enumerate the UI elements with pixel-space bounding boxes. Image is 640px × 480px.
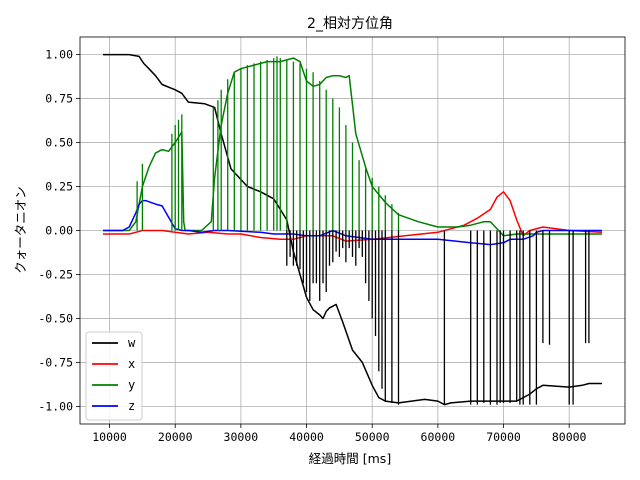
series-spikes-w bbox=[286, 230, 590, 405]
series-line-y bbox=[103, 57, 602, 237]
y-tick-label: -0.25 bbox=[38, 267, 73, 281]
x-axis-title: 経過時間 [ms] bbox=[309, 451, 391, 466]
x-tick-label: 10000 bbox=[92, 430, 127, 444]
x-tick-label: 20000 bbox=[158, 430, 193, 444]
legend-label-w: w bbox=[128, 336, 136, 350]
y-tick-label: 1.00 bbox=[45, 48, 73, 62]
x-tick-label: 50000 bbox=[355, 430, 390, 444]
plot-area bbox=[103, 53, 603, 406]
x-tick-label: 80000 bbox=[552, 430, 587, 444]
legend-label-z: z bbox=[128, 399, 135, 413]
y-tick-label: -1.00 bbox=[38, 399, 73, 413]
y-tick-label: 0.25 bbox=[45, 180, 73, 194]
y-tick-label: -0.75 bbox=[38, 355, 73, 369]
x-tick-label: 70000 bbox=[486, 430, 521, 444]
plot-frame bbox=[79, 36, 626, 425]
x-tick-label: 60000 bbox=[421, 430, 456, 444]
axes: 10000 20000 30000 40000 50000 60000 70000 80000… bbox=[38, 36, 626, 444]
series-line-w bbox=[103, 53, 602, 406]
x-tick-label: 40000 bbox=[289, 430, 324, 444]
y-tick-label: 0.50 bbox=[45, 136, 73, 150]
legend-box bbox=[85, 331, 143, 421]
legend-label-x: x bbox=[128, 357, 135, 371]
chart-title: 2_相対方位角 bbox=[307, 16, 393, 32]
y-tick-label: -0.50 bbox=[38, 311, 73, 325]
series-spikes-y bbox=[136, 56, 400, 231]
y-tick-label: 0.75 bbox=[45, 92, 73, 106]
y-axis-title: クォータニオン bbox=[13, 186, 28, 274]
x-tick-label: 30000 bbox=[224, 430, 259, 444]
y-tick-label: 0.00 bbox=[45, 224, 73, 238]
legend-label-y: y bbox=[128, 378, 135, 392]
